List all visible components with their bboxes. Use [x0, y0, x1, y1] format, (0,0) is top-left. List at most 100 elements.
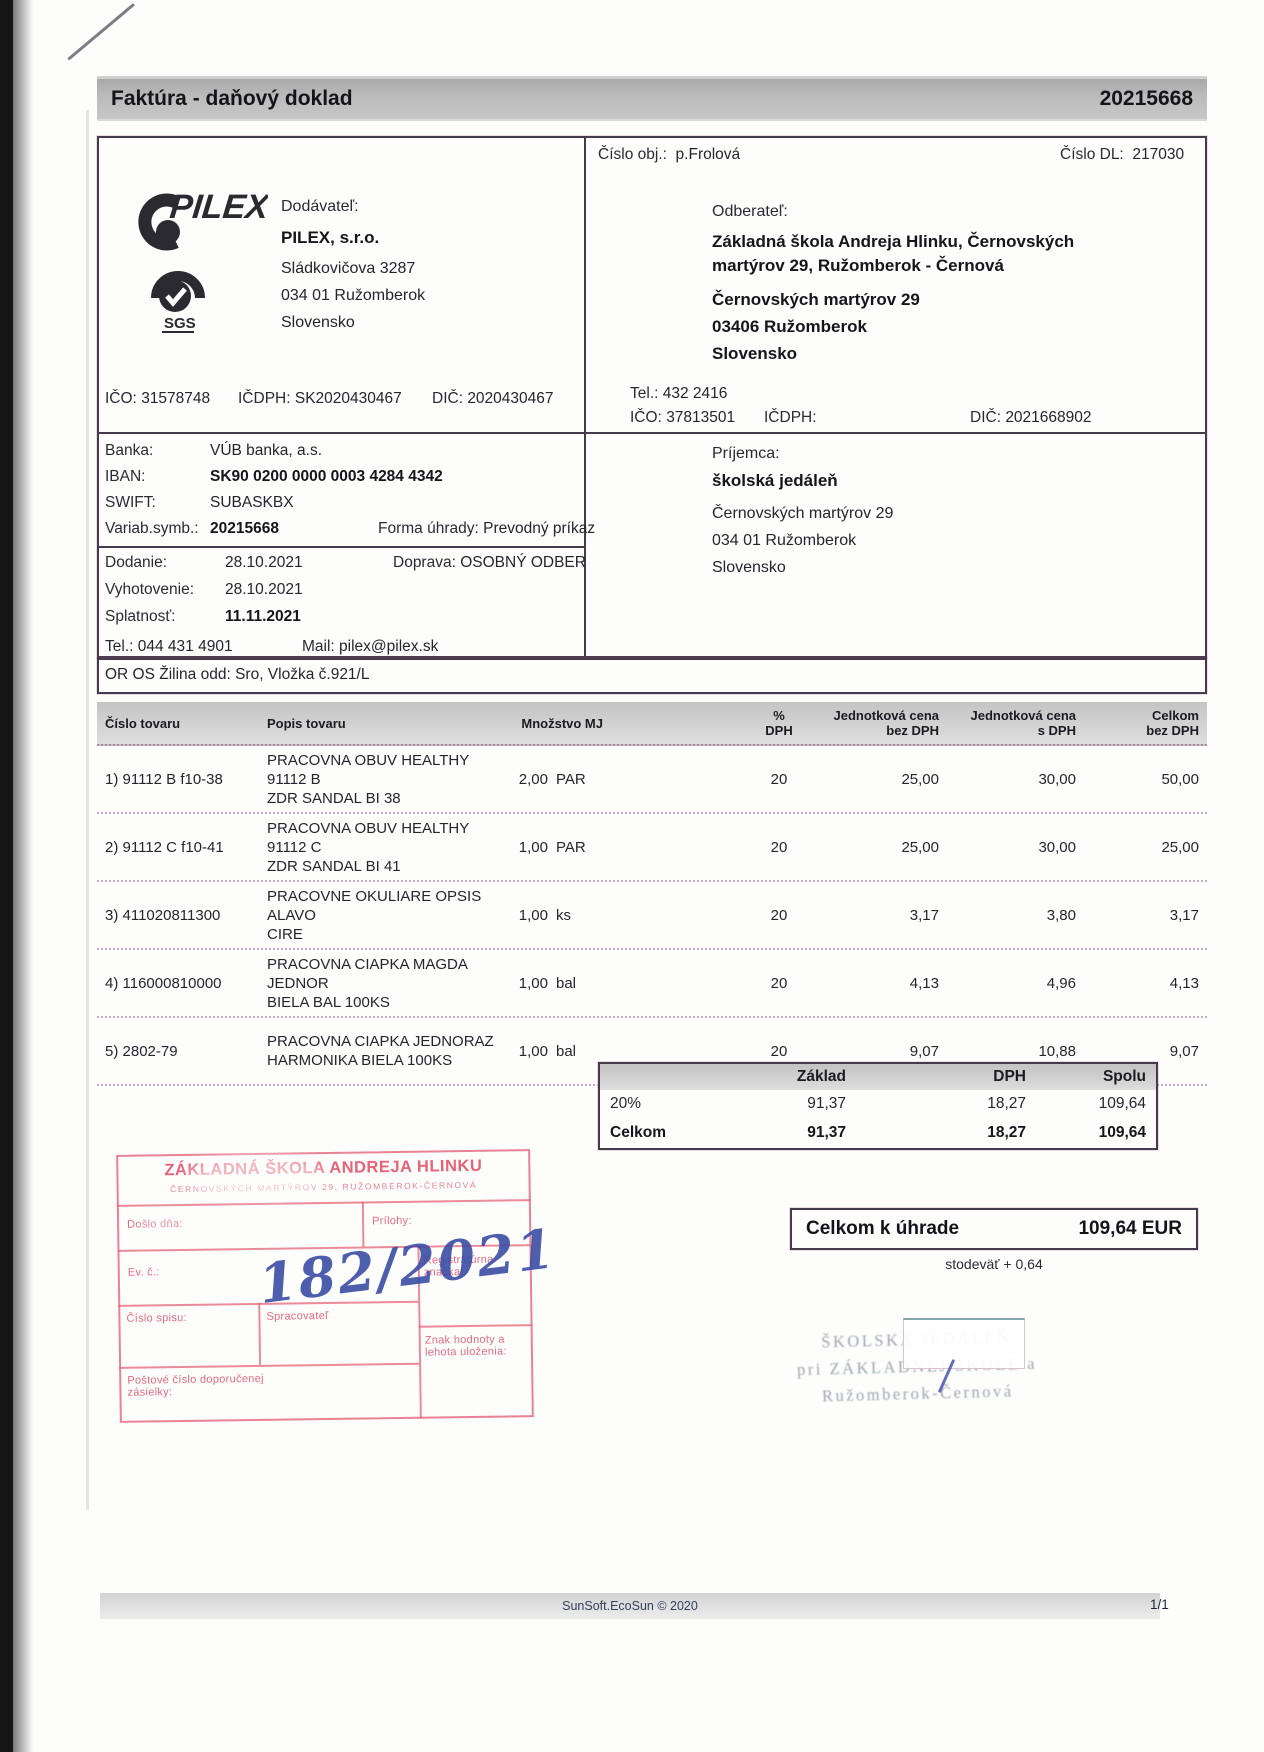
- delivery-date-label: Dodanie:: [105, 554, 168, 571]
- registry-note-box: [97, 658, 1207, 694]
- item-description: PRACOVNA CIAPKA MAGDA JEDNOR BIELA BAL 1…: [267, 955, 468, 1011]
- item-unit: bal: [556, 974, 577, 992]
- invoice-title: Faktúra - daňový doklad: [111, 87, 353, 110]
- page-number: 1/1: [1150, 1597, 1169, 1612]
- customer-dic: DIČ: 2021668902: [970, 409, 1092, 426]
- delivery-date-value: 28.10.2021: [225, 554, 303, 571]
- recipient-city: 034 01 Ružomberok: [712, 532, 857, 549]
- vat-header-base: Základ: [796, 1068, 846, 1085]
- customer-tel: Tel.: 432 2416: [630, 385, 728, 402]
- item-description: PRACOVNA OBUV HEALTHY 91112 B ZDR SANDAL…: [267, 751, 470, 807]
- staple-mark-icon: [68, 8, 138, 64]
- pilex-logo-icon: PILEX: [138, 188, 272, 261]
- item-unit-price-ex-vat: 25,00: [901, 838, 939, 856]
- amount-in-words: stodeväť + 0,64: [945, 1256, 1043, 1272]
- stamp-field-record-number: Ev. č.:: [127, 1266, 160, 1279]
- col-header-unit-price-ex: Jednotková cena bez DPH: [833, 708, 940, 738]
- footer-software: SunSoft.EcoSun © 2020: [562, 1599, 698, 1613]
- vat-summary-row: Celkom 91,37 18,27 109,64: [600, 1117, 1156, 1148]
- info-box-hline-dates: [97, 546, 584, 548]
- supplier-phone: Tel.: 044 431 4901: [105, 638, 233, 655]
- supplier-section-label: Dodávateľ:: [281, 198, 359, 215]
- supplier-street: Sládkovičova 3287: [281, 260, 416, 277]
- customer-street: Černovských martýrov 29: [712, 290, 920, 309]
- item-unit-price-ex-vat: 4,13: [909, 974, 939, 992]
- supplier-dic: DIČ: 2020430467: [432, 390, 554, 407]
- item-unit-price-inc-vat: 30,00: [1038, 770, 1076, 788]
- item-quantity: 1,00: [518, 974, 548, 992]
- item-quantity: 1,00: [518, 838, 548, 856]
- vat-row-base: 91,37: [807, 1094, 846, 1112]
- due-date-label: Splatnosť:: [105, 608, 176, 625]
- recipient-name: školská jedáleň: [712, 471, 838, 490]
- recipient-section-label: Príjemca:: [712, 445, 780, 462]
- invoice-title-bar: Faktúra - daňový doklad 20215668: [97, 79, 1207, 119]
- item-unit: ks: [556, 906, 571, 924]
- item-quantity: 1,00: [518, 1042, 548, 1060]
- item-unit: PAR: [556, 838, 586, 856]
- vat-row-total: 109,64: [1098, 1123, 1146, 1141]
- item-unit-price-ex-vat: 9,07: [909, 1042, 939, 1060]
- invoice-item-row: 3) 411020811300 PRACOVNE OKULIARE OPSIS …: [97, 882, 1207, 950]
- vat-row-label: Celkom: [610, 1123, 666, 1141]
- total-due-label: Celkom k úhrade: [806, 1218, 960, 1239]
- vat-row-label: 20%: [610, 1094, 642, 1112]
- col-header-total-ex: Celkom bez DPH: [1146, 708, 1199, 738]
- item-unit-price-ex-vat: 3,17: [909, 906, 939, 924]
- invoice-item-row: 2) 91112 C f10-41 PRACOVNA OBUV HEALTHY …: [97, 814, 1207, 882]
- item-description: PRACOVNA OBUV HEALTHY 91112 C ZDR SANDAL…: [267, 819, 470, 875]
- item-vat-rate: 20: [770, 906, 788, 924]
- item-unit-price-inc-vat: 3,80: [1046, 906, 1076, 924]
- col-header-unit-price-inc: Jednotková cena s DPH: [970, 708, 1077, 738]
- scan-edge-shadow: [13, 0, 33, 1752]
- swift-value: SUBASKBX: [210, 494, 294, 511]
- registry-note: OR OS Žilina odd: Sro, Vložka č.921/L: [105, 666, 370, 683]
- supplier-icdph: IČDPH: SK2020430467: [238, 390, 402, 407]
- vat-header-vat: DPH: [993, 1068, 1026, 1085]
- paper-edge-line: [86, 110, 89, 1510]
- item-vat-rate: 20: [770, 1042, 788, 1060]
- invoice-item-row: 1) 91112 B f10-38 PRACOVNA OBUV HEALTHY …: [97, 746, 1207, 814]
- info-box-hline-ids: [97, 432, 1207, 434]
- vat-summary-rows: 20% 91,37 18,27 109,64 Celkom 91,37 18,2…: [600, 1090, 1156, 1148]
- item-code: 1) 91112 B f10-38: [105, 770, 223, 788]
- vat-row-base: 91,37: [807, 1123, 846, 1141]
- item-description: PRACOVNA CIAPKA JEDNORAZ HARMONIKA BIELA…: [267, 1033, 494, 1069]
- customer-city: 03406 Ružomberok: [712, 317, 867, 336]
- bank-value: VÚB banka, a.s.: [210, 442, 323, 459]
- iban-value: SK90 0200 0000 0003 4284 4342: [210, 468, 443, 485]
- total-due-box: Celkom k úhrade 109,64 EUR: [790, 1208, 1198, 1250]
- footer-bar: SunSoft.EcoSun © 2020: [100, 1593, 1160, 1619]
- vat-summary-header: Základ DPH Spolu: [600, 1064, 1156, 1090]
- stamp-field-attachments: Prílohy:: [372, 1214, 412, 1228]
- item-code: 5) 2802-79: [105, 1042, 178, 1060]
- supplier-country: Slovensko: [281, 314, 355, 331]
- col-header-vat: % DPH: [765, 708, 793, 738]
- item-quantity: 1,00: [518, 906, 548, 924]
- vat-summary-table: Základ DPH Spolu 20% 91,37 18,27 109,64 …: [598, 1062, 1158, 1150]
- recipient-street: Černovských martýrov 29: [712, 505, 894, 522]
- item-unit-price-inc-vat: 10,88: [1038, 1042, 1076, 1060]
- scan-edge-black: [0, 0, 13, 1752]
- sgs-text: SGS: [164, 315, 196, 332]
- item-total-ex-vat: 50,00: [1161, 770, 1199, 788]
- item-unit: PAR: [556, 770, 586, 788]
- col-header-qty-unit: Množstvo MJ: [521, 715, 603, 731]
- supplier-ico: IČO: 31578748: [105, 390, 211, 407]
- vat-summary-row: 20% 91,37 18,27 109,64: [600, 1090, 1156, 1117]
- stamp-field-file-number: Číslo spisu:: [126, 1311, 187, 1325]
- vat-row-vat: 18,27: [987, 1094, 1026, 1112]
- item-code: 2) 91112 C f10-41: [105, 838, 224, 856]
- customer-ico: IČO: 37813501: [630, 409, 736, 426]
- invoice-item-row: 4) 116000810000 PRACOVNA CIAPKA MAGDA JE…: [97, 950, 1207, 1018]
- item-code: 3) 411020811300: [105, 906, 221, 924]
- white-sticker-artifact: [903, 1318, 1025, 1369]
- order-number: Číslo obj.: p.Frolová: [598, 146, 741, 163]
- item-vat-rate: 20: [770, 838, 788, 856]
- bank-label: Banka:: [105, 442, 154, 459]
- vat-header-total: Spolu: [1102, 1068, 1146, 1085]
- customer-country: Slovensko: [712, 344, 798, 363]
- stamp-field-postal-number: Poštové číslo doporučenej zásielky:: [127, 1372, 264, 1399]
- issue-date-label: Vyhotovenie:: [105, 581, 195, 598]
